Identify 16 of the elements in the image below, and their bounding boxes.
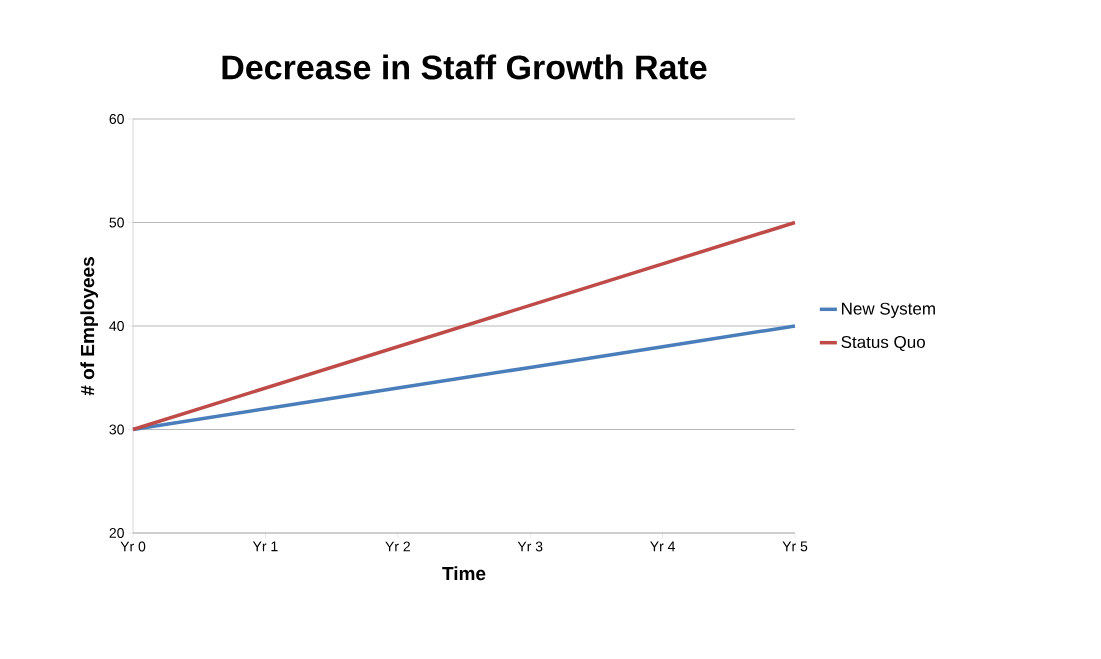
x-tick-label: Yr 1 <box>252 541 278 552</box>
legend-label: Status Quo <box>841 336 925 352</box>
y-tick-label: 40 <box>109 321 124 331</box>
y-tick-label: 20 <box>109 528 124 538</box>
x-tick-label: Yr 4 <box>650 541 676 552</box>
chart-title: Decrease in Staff Growth Rate <box>222 54 707 80</box>
x-axis-title: Time <box>442 566 486 581</box>
y-tick-label: 50 <box>109 217 124 228</box>
x-tick-label: Yr 5 <box>782 541 808 552</box>
x-tick-label: Yr 0 <box>120 541 146 552</box>
legend-label: New System <box>842 302 935 319</box>
y-tick-label: 60 <box>109 114 124 124</box>
x-tick-label: Yr 2 <box>385 541 410 552</box>
y-axis-title: # of Employees <box>80 257 99 396</box>
y-tick-label: 30 <box>109 424 124 435</box>
x-tick-label: Yr 3 <box>517 541 543 552</box>
